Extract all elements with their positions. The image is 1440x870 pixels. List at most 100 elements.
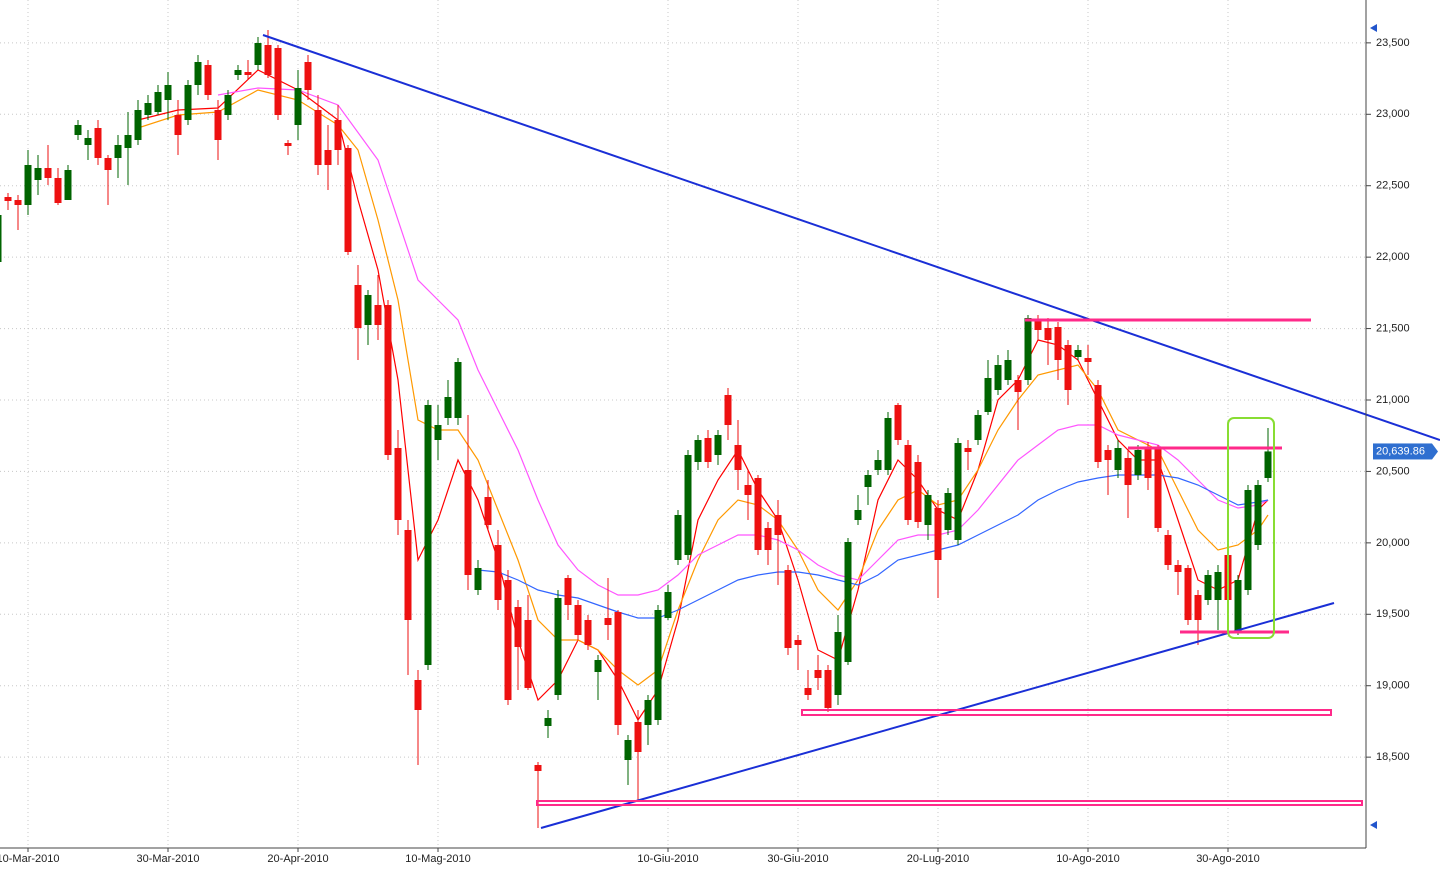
- candle-body: [734, 445, 742, 470]
- candle-body: [1024, 318, 1032, 380]
- x-tick-label: 30-Giu-2010: [767, 853, 828, 865]
- candle-body: [304, 62, 312, 90]
- y-tick-label: 19,500: [1376, 608, 1410, 620]
- candle-body: [824, 670, 832, 708]
- annotations: [262, 34, 1440, 829]
- candle-body: [1044, 328, 1052, 340]
- x-tick-label: 20-Apr-2010: [267, 853, 328, 865]
- candle-body: [884, 418, 892, 470]
- candle-body: [64, 170, 72, 200]
- candle-body: [674, 515, 682, 560]
- last-price-tag: [1373, 443, 1432, 460]
- candle-body: [324, 150, 332, 165]
- candle-body: [174, 115, 182, 135]
- candle-body: [394, 448, 402, 520]
- x-tick-label: 10-Mag-2010: [405, 853, 470, 865]
- candle-body: [144, 103, 152, 115]
- candle-body: [964, 448, 972, 452]
- y-tick-label: 23,000: [1376, 108, 1410, 120]
- candle-body: [384, 305, 392, 455]
- candle-body: [694, 440, 702, 462]
- candle-body: [854, 510, 862, 520]
- candle-body: [1184, 568, 1192, 620]
- candle-body: [984, 378, 992, 412]
- candle-body: [124, 135, 132, 148]
- moving-average: [217, 87, 1269, 596]
- candle-body: [164, 85, 172, 100]
- candle-body: [974, 415, 982, 440]
- x-tick-label: 30-Ago-2010: [1196, 853, 1260, 865]
- y-tick-label: 21,500: [1376, 322, 1410, 334]
- candle-body: [24, 165, 32, 205]
- candle-body: [534, 765, 542, 771]
- candle-body: [1194, 595, 1202, 620]
- candle-body: [354, 285, 362, 328]
- candle-body: [1014, 380, 1022, 392]
- candle-body: [474, 568, 482, 590]
- candle-body: [94, 128, 102, 158]
- candle-body: [1124, 458, 1132, 485]
- x-tick-label: 10-Ago-2010: [1056, 853, 1120, 865]
- y-tick-label: 23,500: [1376, 37, 1410, 49]
- candle-body: [804, 688, 812, 695]
- candle-body: [44, 168, 52, 178]
- candle-body: [794, 640, 802, 645]
- candle-body: [1244, 490, 1252, 590]
- candle-body: [1164, 535, 1172, 565]
- y-tick-label: 22,000: [1376, 251, 1410, 263]
- candle-body: [314, 110, 322, 165]
- candle-body: [214, 110, 222, 140]
- candle-body: [484, 497, 492, 525]
- candle-body: [764, 528, 772, 550]
- support-zone: [536, 800, 1363, 806]
- candle-body: [814, 670, 822, 678]
- candle-body: [1144, 448, 1152, 478]
- candle-body: [454, 362, 462, 418]
- candle-body: [1264, 451, 1272, 478]
- candle-body: [374, 305, 382, 325]
- candle-body: [724, 395, 732, 425]
- candle-body: [54, 178, 62, 203]
- candle-body: [1064, 345, 1072, 390]
- candle-body: [1004, 360, 1012, 380]
- x-tick-label: 30-Mar-2010: [137, 853, 200, 865]
- candle-body: [14, 200, 22, 205]
- candle-body: [944, 493, 952, 530]
- grid: [0, 0, 1366, 848]
- candle-body: [34, 168, 42, 180]
- support-zone: [801, 709, 1332, 716]
- scroll-marker: [1370, 24, 1377, 32]
- candle-body: [414, 680, 422, 710]
- candle-body: [664, 592, 672, 618]
- candle-body: [634, 722, 642, 752]
- candle-body: [584, 620, 592, 645]
- resistance-trendline: [262, 34, 1440, 441]
- candle-body: [994, 365, 1002, 390]
- candle-body: [1154, 448, 1162, 528]
- candle-body: [184, 85, 192, 120]
- candle-body: [444, 397, 452, 418]
- candle-body: [294, 88, 302, 125]
- highlight-box: [1227, 417, 1275, 639]
- candle-body: [1114, 448, 1122, 470]
- candle-body: [1214, 572, 1222, 600]
- x-tick-label: 10-Mar-2010: [0, 853, 59, 865]
- candle-body: [494, 545, 502, 600]
- candle-body: [1174, 565, 1182, 572]
- candle-body: [644, 700, 652, 725]
- candle-body: [954, 443, 962, 540]
- candle-body: [4, 197, 12, 201]
- moving-average: [477, 474, 1269, 619]
- candle-body: [234, 70, 242, 75]
- y-tick-label: 21,000: [1376, 394, 1410, 406]
- candle-body: [914, 462, 922, 522]
- candle-body: [104, 158, 112, 170]
- candle-body: [614, 612, 622, 725]
- candle-body: [604, 618, 612, 625]
- candle-body: [624, 740, 632, 760]
- candle-body: [774, 515, 782, 535]
- candle-body: [504, 580, 512, 700]
- candle-body: [844, 542, 852, 662]
